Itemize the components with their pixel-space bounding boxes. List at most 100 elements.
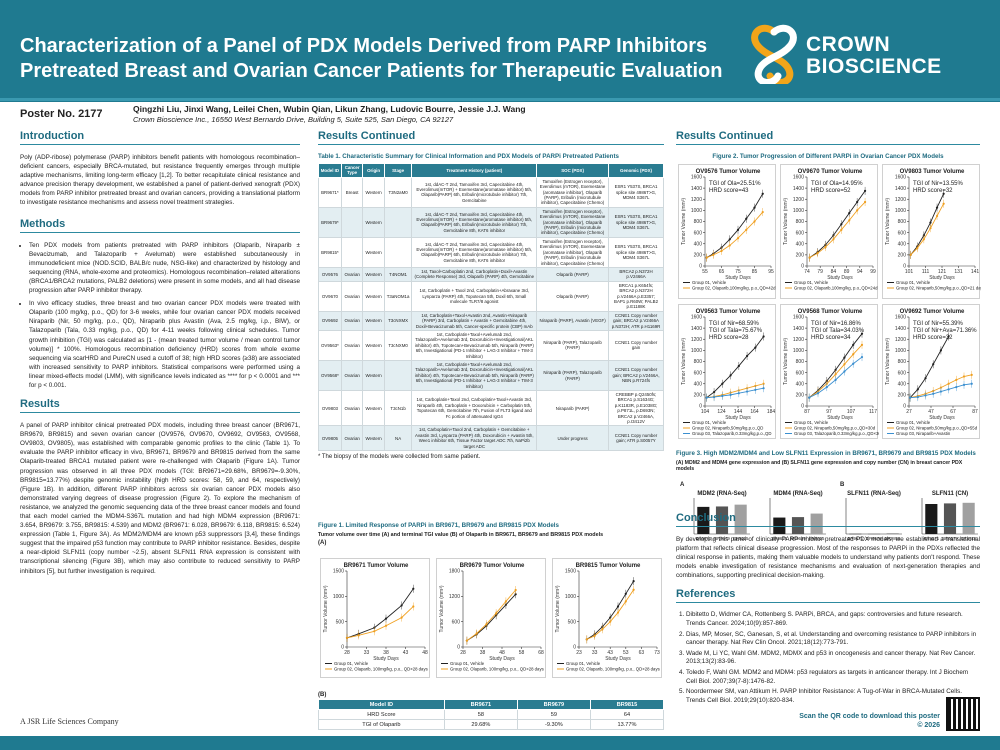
table-row: OV9576 Ovarian Western T4NOM1 1st, Taxol+Car… [318,266,664,282]
x-tick-label: 43 [403,650,409,656]
y-tick-label: 0 [801,404,804,410]
y-tick-label: 1200 [691,337,702,343]
bar [715,506,729,534]
table-cell: 1st, Carboplatin+Taxol+Avelumab 2nd, Tal… [411,359,538,392]
y-tick-label: 800 [694,359,703,365]
table-cell: Breast [340,176,364,208]
affiliation: Crown Bioscience Inc., 16550 West Bernar… [133,115,454,124]
table-cell: 29.68% [443,719,518,730]
fig3-caption: Figure 3. High MDM2/MDM4 and Low SLFN11 … [676,450,976,457]
table-row: OV9568* Ovarian Western 1st, Carboplatin+Ta… [318,359,664,392]
table-cell: T3cN1b [383,390,413,427]
table-cell: 1st, Carboplatin + Taxol 2nd, Carboplati… [411,280,538,312]
y-tick-label: 1600 [793,175,804,181]
table-cell: OV9563* [318,329,342,362]
table-cell: OV9805 [318,425,342,452]
x-tick-label: 107 [847,409,856,415]
x-tick-label: 84 [831,269,837,275]
table-cell: ESR1 Y537S, BRCA1 splice site 4986T>G, M… [608,176,664,208]
y-tick-label: 400 [796,241,805,247]
table-row: HRD Score 58 59 64 [318,709,665,720]
y-tick-label: 1600 [793,315,804,321]
qr-code-icon[interactable] [946,697,980,731]
table-cell: OV9692 [318,310,342,331]
table-cell: 1st, ddAC-T 2nd, Tamoxifen 3rd, Capecita… [411,236,538,268]
table-cell [340,206,364,238]
series-line [346,606,414,639]
fig3-label-a: A [680,482,685,488]
x-tick-label: BR9679 [866,536,882,541]
x-axis-label: Study Days [605,656,631,662]
x-tick-label: BR9815 [885,536,901,541]
y-tick-label: 800 [898,359,907,365]
chart-title: OV9803 Tumor Volume [900,169,965,175]
middle-column: Results Continued Table 1. Characteristi… [318,130,664,460]
annotation-text: HRD score=32 [913,335,953,341]
annotation-text: TGI of Nir=13.55% [913,181,964,187]
x-tick-label: 87 [972,409,978,415]
x-tick-label: 89 [844,269,850,275]
table-cell: Western [362,206,385,238]
table-cell: Ovarian [340,359,364,392]
table-cell [383,359,413,392]
annotation-text: TGI of Ola=25.51% [709,181,761,187]
table-cell: OV9576 [318,266,342,282]
table-cell: CREBBP p.Q2450fs; BRCA1 p.S1634G; p.K118… [608,390,664,427]
table-cell: Niraparib (PARP), Talazoparib (PARP) [536,329,610,362]
x-tick-label: BR9671 [924,536,940,541]
results-cont-heading-2: Results Continued [676,130,980,145]
x-tick-label: 53 [623,650,629,656]
series-line [706,193,764,259]
table-cell: CCNE1 Copy number gain; BRCA2 p.V2466A p… [608,310,664,331]
y-tick-label: 500 [336,619,345,625]
x-tick-label: 104 [701,409,710,415]
table-cell: CCNE1 Copy number gain; BRCA2 p.V2466A, … [608,359,664,392]
table1-header: SOC (PDX) [536,163,610,178]
table1-header: Treatment History (patient) [411,163,538,178]
table-row: OV9692 Ovarian Western T3cNXMX 1st, Carbopla… [318,310,664,331]
y-tick-label: 1600 [691,315,702,321]
table-cell: BRCA2 p.N372H p.V2466A [608,266,664,282]
figure3: Figure 3. High MDM2/MDM4 and Low SLFN11 … [676,450,980,472]
annotation-text: TGI of Tala=34.03% [811,328,865,334]
y-tick-label: 800 [796,219,805,225]
y-axis-label: Tumor Volume (mm³) [439,585,445,632]
crown-logo-icon [751,24,797,84]
results-heading: Results [20,398,300,414]
x-tick-label: 124 [717,409,726,415]
conclusion-block: Conclusion By developing this panel of c… [676,512,980,707]
y-tick-label: 0 [699,404,702,410]
line-chart: OV9803 Tumor Volume 101 111 121 131 141 0 200 40… [882,164,981,299]
x-tick-label: 85 [752,269,758,275]
y-tick-label: 800 [796,359,805,365]
table-cell: 59 [516,709,591,720]
y-tick-label: 1400 [793,186,804,192]
fig1-table-block: (B) Model ID BR9671 BR9679 BR9815 HRD Score… [318,692,665,730]
x-tick-label: 33 [364,650,370,656]
series-line [909,336,949,398]
x-tick-label: BR9815 [961,536,977,541]
table-cell: 1st, Carboplatin+Taxol 2nd, Carboplatin+… [411,390,538,427]
table-cell: 64 [589,709,665,720]
table-cell: -9.30% [516,719,591,730]
line-chart: OV9692 Tumor Volume 27 47 67 87 0 200 400 600 800… [882,304,980,439]
line-chart-svg: OV9670 Tumor Volume 74 79 84 89 94 99 0 200 400 60… [783,169,878,291]
tgi-table-header: Model ID [318,699,445,710]
y-tick-label: 1200 [895,197,906,203]
legend-entry: Group 02, Niraparib,50mg/kg,p.o.,QD×21 d… [896,286,981,291]
y-tick-label: 600 [898,230,907,236]
x-tick-label: BR9671 [772,536,788,541]
y-tick-label: 1600 [895,315,906,321]
line-chart-svg: OV9803 Tumor Volume 101 111 121 131 141 0 200 40… [885,169,981,291]
conclusion-heading: Conclusion [676,512,980,527]
y-tick-label: 1400 [691,326,702,332]
x-axis-label: Study Days [827,415,853,421]
bar [773,517,786,534]
y-tick-label: 200 [898,393,907,399]
series-line [809,190,866,259]
bar-chart-svg: MDM4 (RNA-Seq) BR9671 BR9679 BR9815 [769,491,826,541]
line-chart: OV9670 Tumor Volume 74 79 84 89 94 99 0 200 400 60… [780,164,878,299]
y-tick-label: 400 [898,381,907,387]
y-tick-label: 600 [796,370,805,376]
right-column: Results Continued Figure 2. Tumor Progre… [676,130,980,163]
